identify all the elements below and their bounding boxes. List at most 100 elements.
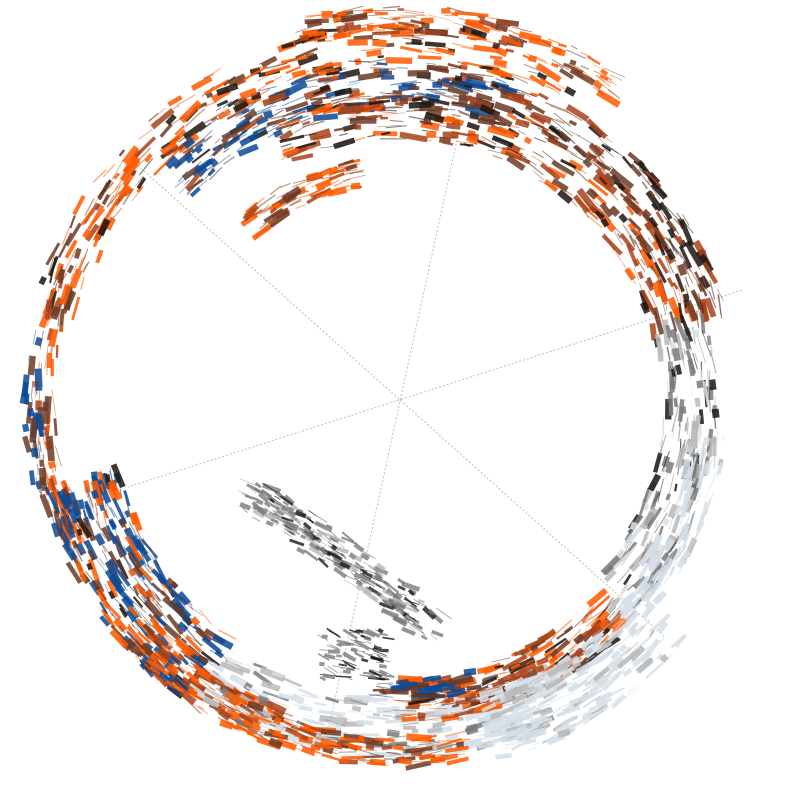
brushstroke — [431, 108, 441, 111]
brushstroke — [377, 124, 402, 128]
brushstroke — [214, 138, 221, 144]
brushstroke — [590, 632, 605, 644]
brushstroke — [675, 634, 687, 648]
brushstroke — [551, 159, 576, 177]
brushstroke — [289, 198, 302, 206]
brushstroke — [272, 122, 280, 128]
brushstroke — [46, 352, 53, 369]
brushstroke — [538, 687, 558, 699]
brushstroke — [327, 186, 348, 197]
brushstroke — [482, 675, 493, 680]
brushstroke — [431, 28, 450, 31]
brushstroke — [160, 656, 177, 673]
brushstroke — [278, 692, 294, 701]
brushstroke — [531, 664, 545, 675]
brushstroke — [622, 546, 629, 556]
brushstroke — [558, 130, 572, 143]
brushstroke — [601, 233, 623, 256]
brushstroke — [374, 31, 389, 34]
brushstroke — [176, 666, 185, 675]
brushstroke — [539, 714, 549, 723]
brushstroke — [372, 30, 400, 36]
brushstroke — [696, 380, 704, 389]
brushstroke — [491, 66, 509, 79]
brushstroke — [123, 511, 127, 520]
brushstroke — [109, 628, 129, 649]
brushstroke — [709, 467, 719, 488]
brushstroke — [568, 119, 578, 127]
brushstroke — [313, 742, 332, 750]
brushstroke — [273, 514, 285, 523]
brushstroke — [692, 431, 702, 455]
brushstroke — [545, 85, 556, 91]
brushstroke — [491, 672, 506, 676]
brushstroke — [662, 537, 676, 553]
brushstroke — [110, 463, 126, 489]
brushstroke — [184, 179, 190, 186]
brushstroke — [249, 713, 272, 724]
brushstroke — [637, 259, 646, 272]
brushstroke — [149, 546, 160, 566]
brushstroke — [402, 722, 420, 726]
brushstroke — [151, 568, 173, 591]
brushstroke — [444, 95, 467, 98]
brushstroke — [319, 676, 327, 682]
brushstroke — [143, 582, 160, 601]
brushstroke — [538, 92, 549, 101]
brushstroke — [309, 96, 331, 101]
brushstroke — [330, 544, 338, 552]
brushstroke — [269, 185, 282, 196]
brushstroke — [251, 124, 259, 130]
brushstroke — [650, 251, 657, 263]
brushstroke — [492, 41, 501, 50]
brushstroke — [553, 164, 568, 175]
brushstroke — [458, 30, 482, 39]
brushstroke — [501, 85, 525, 96]
brushstroke — [282, 110, 295, 118]
brushstroke — [196, 681, 211, 691]
brushstroke — [695, 449, 699, 457]
brushstroke — [649, 323, 658, 341]
brushstroke — [690, 289, 705, 311]
brushstroke — [531, 155, 548, 166]
brushstroke — [567, 681, 579, 693]
brushstroke — [134, 621, 140, 629]
brushstroke — [377, 628, 384, 634]
brushstroke — [153, 671, 169, 688]
brushstroke — [157, 647, 172, 661]
brushstroke — [667, 218, 678, 230]
brushstroke — [321, 176, 332, 180]
brushstroke — [456, 741, 465, 748]
brushstroke — [138, 129, 153, 140]
brushstroke — [401, 716, 417, 723]
brushstroke — [406, 621, 421, 629]
brushstroke — [65, 535, 77, 557]
brushstroke — [97, 182, 115, 200]
brushstroke — [410, 603, 420, 613]
brushstroke — [501, 654, 528, 672]
brushstroke — [581, 169, 587, 175]
brushstroke — [644, 279, 655, 292]
brushstroke — [453, 717, 478, 724]
brushstroke — [598, 597, 614, 618]
brushstroke — [122, 145, 140, 165]
brushstroke — [451, 703, 460, 708]
brushstroke — [495, 77, 507, 84]
brushstroke — [618, 644, 628, 653]
brushstroke — [522, 738, 537, 746]
brushstroke — [658, 206, 667, 221]
brushstroke — [420, 17, 434, 24]
brushstroke — [55, 525, 65, 540]
brushstroke — [383, 599, 394, 608]
brushstroke — [232, 688, 256, 702]
brushstroke — [623, 687, 640, 699]
brushstroke — [606, 596, 622, 614]
brushstroke — [327, 665, 339, 674]
brushstroke — [545, 132, 564, 141]
brushstroke — [650, 182, 668, 200]
brushstroke — [423, 50, 443, 55]
brushstroke — [241, 108, 250, 115]
brushstroke — [143, 619, 152, 627]
brushstroke — [350, 571, 359, 580]
brushstroke — [282, 716, 294, 724]
